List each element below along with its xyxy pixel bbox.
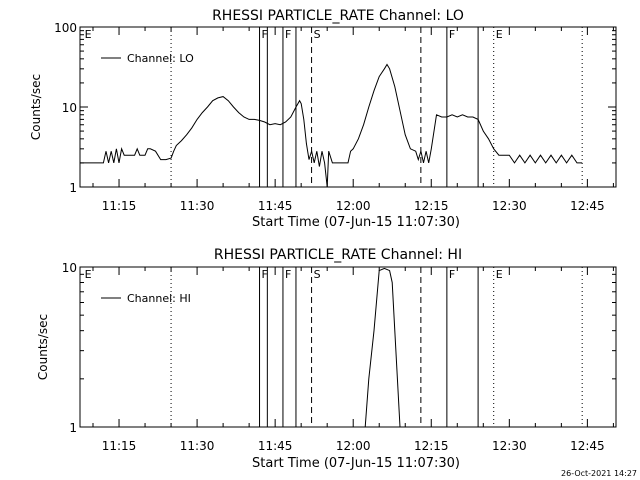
event-marker-label: S — [314, 268, 321, 281]
event-marker-label: F — [285, 268, 291, 281]
x-tick-label: 12:45 — [570, 199, 605, 213]
event-marker-label: E — [85, 28, 92, 41]
event-marker-label: F — [449, 28, 455, 41]
x-tick-label: 11:15 — [102, 439, 137, 453]
plot-frame — [79, 266, 617, 428]
series-line — [364, 267, 401, 427]
x-axis-label: Start Time (07-Jun-15 11:07:30) — [252, 215, 460, 230]
series-line — [80, 63, 583, 187]
x-tick-label: 12:00 — [336, 439, 371, 453]
x-tick-label: 11:30 — [180, 439, 215, 453]
x-tick-label: 11:15 — [102, 199, 137, 213]
y-tick-label: 10 — [62, 261, 77, 275]
panel-2: RHESSI PARTICLE_RATE Channel: HI Start Ti… — [36, 247, 617, 471]
x-tick-label: 12:45 — [570, 439, 605, 453]
x-tick-label: 12:15 — [414, 439, 449, 453]
y-tick-label: 10 — [62, 101, 77, 115]
x-tick-label: 12:30 — [492, 199, 527, 213]
x-tick-label: 12:00 — [336, 199, 371, 213]
y-tick-label: 1 — [69, 421, 77, 435]
y-tick-label: 100 — [54, 21, 77, 35]
event-marker-label: F — [262, 28, 268, 41]
chart-title: RHESSI PARTICLE_RATE Channel: HI — [214, 247, 462, 263]
event-marker-label: E — [496, 268, 503, 281]
x-tick-label: 11:45 — [258, 439, 293, 453]
y-axis-label: Counts/sec — [36, 314, 50, 380]
event-marker-label: F — [262, 268, 268, 281]
event-marker-label: E — [85, 268, 92, 281]
event-marker-label: S — [314, 28, 321, 41]
legend-label: Channel: LO — [127, 52, 194, 65]
panel-1: RHESSI PARTICLE_RATE Channel: LO Start Ti… — [29, 8, 617, 230]
x-tick-label: 12:30 — [492, 439, 527, 453]
x-axis-label: Start Time (07-Jun-15 11:07:30) — [252, 456, 460, 471]
y-axis-label: Counts/sec — [29, 74, 43, 140]
chart-panels: RHESSI PARTICLE_RATE Channel: LO Start Ti… — [29, 8, 617, 471]
event-marker-label: F — [449, 268, 455, 281]
chart-title: RHESSI PARTICLE_RATE Channel: LO — [212, 8, 464, 24]
event-marker-label: E — [496, 28, 503, 41]
y-tick-label: 1 — [69, 181, 77, 195]
event-marker-label: F — [285, 28, 291, 41]
footer-timestamp: 26-Oct-2021 14:27 — [561, 469, 637, 478]
x-tick-label: 11:30 — [180, 199, 215, 213]
x-tick-label: 12:15 — [414, 199, 449, 213]
legend-label: Channel: HI — [127, 292, 191, 305]
x-tick-label: 11:45 — [258, 199, 293, 213]
